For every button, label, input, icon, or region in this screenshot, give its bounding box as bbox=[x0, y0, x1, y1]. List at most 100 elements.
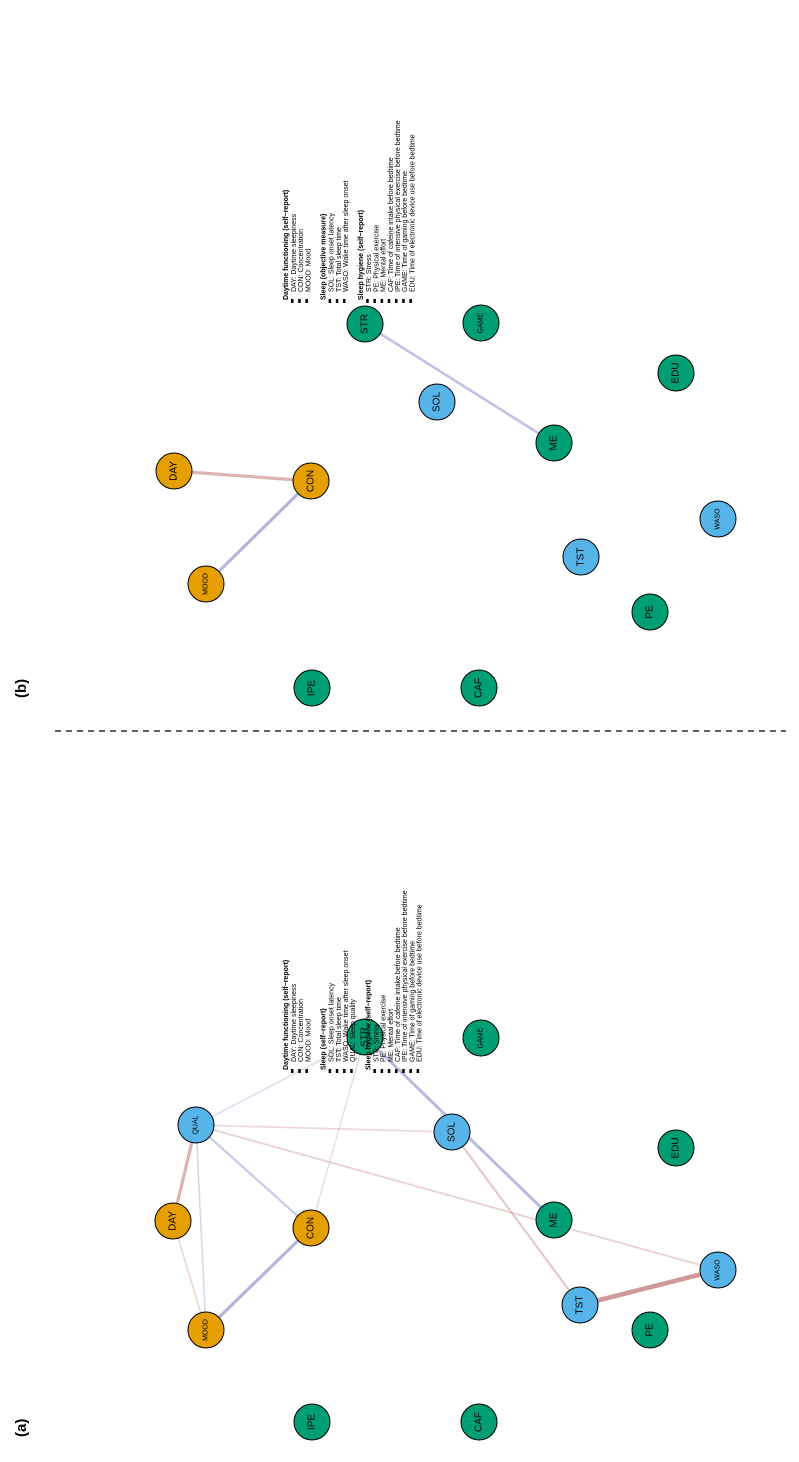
node-tst: TST bbox=[561, 1286, 599, 1324]
node-circle bbox=[535, 1201, 573, 1239]
node-circle bbox=[460, 1403, 498, 1441]
legend-bullet bbox=[380, 299, 384, 303]
node-label: ME bbox=[549, 1212, 560, 1227]
node-circle bbox=[187, 1311, 225, 1349]
legend-title: Sleep hygiene (self−report) bbox=[358, 210, 365, 300]
panel-a-legend: Daytime functioning (self−report) DAY: Da… bbox=[283, 890, 424, 1073]
node-label: SOL bbox=[432, 392, 443, 412]
panel-a-label: (a) bbox=[13, 1419, 30, 1437]
node-circle bbox=[346, 1018, 384, 1056]
node-ipe: IPE bbox=[293, 1403, 331, 1441]
legend-item: SOL: Sleep onset latency bbox=[329, 213, 336, 292]
node-circle bbox=[657, 1129, 695, 1167]
node-game: GAME bbox=[462, 1019, 500, 1057]
legend-bullet bbox=[291, 1069, 294, 1073]
edge-qual-waso bbox=[195, 1124, 719, 1271]
node-label: CON bbox=[306, 470, 317, 492]
node-circle bbox=[346, 305, 384, 343]
legend-item: CAF: Time of cafeine intake before bedti… bbox=[395, 927, 402, 1062]
legend-item: CAF: Time of cafeine intake before bedti… bbox=[388, 157, 395, 292]
legend-bullet bbox=[343, 1069, 346, 1073]
node-circle bbox=[177, 1106, 215, 1144]
edge-str-me bbox=[363, 322, 556, 445]
legend-bullet bbox=[409, 1069, 412, 1073]
node-label: MOOD bbox=[203, 1319, 210, 1341]
legend-bullet bbox=[387, 1069, 391, 1073]
node-me: ME bbox=[535, 424, 573, 462]
legend-bullet bbox=[395, 1069, 398, 1073]
node-circle bbox=[699, 500, 737, 538]
legend-item: MOOD: Mood bbox=[305, 1019, 312, 1062]
edge-sol-tst bbox=[450, 1130, 582, 1307]
legend-bullet bbox=[298, 299, 301, 303]
node-caf: CAF bbox=[460, 1403, 498, 1441]
legend-item: DAY: Daytime sleepiness bbox=[291, 213, 298, 292]
panel-b-legend: Daytime functioning (self−report) DAY: Da… bbox=[283, 120, 416, 303]
node-circle bbox=[293, 669, 331, 707]
legend-item: CON: Concentration bbox=[298, 229, 305, 292]
node-circle bbox=[293, 1403, 331, 1441]
panel-a-edges bbox=[171, 1035, 721, 1332]
legend-bullet bbox=[366, 299, 369, 303]
node-caf: CAF bbox=[460, 669, 498, 707]
node-label: WASO bbox=[715, 508, 722, 530]
edge-mood-day bbox=[172, 1220, 207, 1331]
node-label: PE bbox=[645, 1323, 656, 1337]
legend-bullet bbox=[343, 299, 346, 303]
node-label: CAF bbox=[474, 1412, 485, 1432]
node-label: DAY bbox=[168, 1211, 179, 1231]
legend-item: ME: Mental effort bbox=[388, 1009, 395, 1062]
legend-item: GAME: Time of gaming before bedtime bbox=[409, 941, 416, 1062]
node-label: TST bbox=[575, 1296, 586, 1315]
legend-bullet bbox=[335, 299, 339, 303]
edge-qual-sol bbox=[195, 1124, 453, 1133]
node-label: CON bbox=[306, 1217, 317, 1239]
legend-bullet bbox=[291, 299, 294, 303]
legend-item: IPE: Time of intensive physical exercise… bbox=[395, 120, 402, 292]
edge-qual-str bbox=[195, 1036, 366, 1126]
panel-b-nodes: IPE CAF MOOD PE TST WASO CON DAY ME SOL EDU STR GAME bbox=[155, 304, 737, 707]
node-label: PE bbox=[645, 605, 656, 619]
node-qual: QUAL bbox=[177, 1106, 215, 1144]
node-str: STR bbox=[346, 305, 384, 343]
node-label: STR bbox=[360, 314, 371, 334]
legend-bullet bbox=[373, 299, 376, 303]
legend-item: DAY: Daytime sleepiness bbox=[291, 983, 298, 1062]
legend-bullet bbox=[335, 1069, 339, 1073]
node-label: ME bbox=[549, 435, 560, 450]
node-label: TST bbox=[576, 548, 587, 567]
node-sol: SOL bbox=[433, 1113, 471, 1151]
legend-bullet bbox=[380, 1069, 384, 1073]
node-circle bbox=[460, 669, 498, 707]
node-mood: MOOD bbox=[187, 565, 225, 603]
legend-item: WASO: Wake time after sleep onset bbox=[343, 950, 350, 1062]
node-circle bbox=[631, 593, 669, 631]
node-label: GAME bbox=[478, 312, 485, 333]
legend-item: CON: Concentration bbox=[298, 999, 305, 1062]
legend-item: GAME: Time of gaming before bedtime bbox=[402, 171, 409, 292]
node-ipe: IPE bbox=[293, 669, 331, 707]
node-label: QUAL bbox=[193, 1115, 200, 1134]
node-con: CON bbox=[292, 1209, 330, 1247]
node-circle bbox=[462, 304, 500, 342]
node-waso: WASO bbox=[699, 1251, 737, 1289]
node-label: MOOD bbox=[203, 573, 210, 595]
edge-mood-con bbox=[204, 1226, 313, 1332]
node-circle bbox=[561, 1286, 599, 1324]
node-label: STR bbox=[360, 1027, 371, 1047]
legend-bullet bbox=[416, 1069, 420, 1073]
legend-item: PE: Physical exercise bbox=[373, 225, 380, 292]
legend-item: IPE: Time of intensive physical exercise… bbox=[402, 890, 409, 1062]
node-str: STR bbox=[346, 1018, 384, 1056]
edge-con-str bbox=[310, 1036, 366, 1229]
node-me: ME bbox=[535, 1201, 573, 1239]
legend-item: QUAL: Sleep quality bbox=[350, 998, 357, 1062]
legend-bullet bbox=[402, 299, 405, 303]
node-game: GAME bbox=[462, 304, 500, 342]
node-sol: SOL bbox=[418, 383, 456, 421]
node-label: SOL bbox=[447, 1122, 458, 1142]
edge-tst-waso bbox=[577, 1267, 721, 1308]
node-circle bbox=[187, 565, 225, 603]
node-circle bbox=[699, 1251, 737, 1289]
panel-a-nodes: IPE CAF MOOD PE DAY QUAL CON TST WASO SOL ME STR GAM… bbox=[154, 1018, 737, 1441]
